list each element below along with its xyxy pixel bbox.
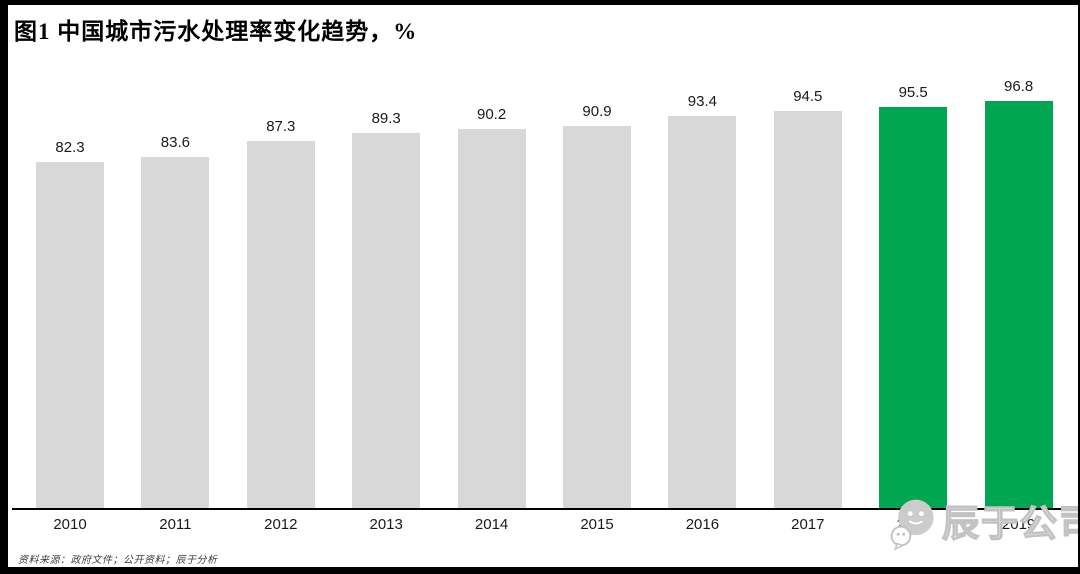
bar bbox=[141, 156, 210, 508]
bar-highlight bbox=[984, 101, 1053, 508]
bar-highlight bbox=[879, 106, 948, 508]
bar bbox=[457, 129, 526, 508]
bar-value-label: 93.4 bbox=[687, 92, 717, 110]
x-axis-label: 2019 bbox=[1001, 516, 1036, 533]
x-axis-label: 2017 bbox=[791, 516, 825, 533]
bar-value-label: 96.8 bbox=[1003, 78, 1034, 96]
bar-value-label: 87.3 bbox=[266, 118, 296, 136]
x-axis-label: 2012 bbox=[264, 516, 298, 533]
x-axis-label: 2016 bbox=[685, 516, 720, 533]
x-axis-label: 2010 bbox=[53, 516, 87, 533]
x-axis-line bbox=[12, 508, 1064, 510]
bar bbox=[668, 115, 737, 508]
chart-inner: 图1 中国城市污水处理率变化趋势，% 82.3 2010 83.6 2011 87.3 2… bbox=[8, 5, 1078, 567]
bar-value-label: 83.6 bbox=[160, 133, 190, 151]
bar-value-label: 82.3 bbox=[55, 139, 85, 157]
bar-value-label: 90.9 bbox=[582, 103, 612, 121]
plot-area: 82.3 2010 83.6 2011 87.3 2012 89.3 2013 90.2 2014… bbox=[8, 5, 1078, 567]
bar bbox=[773, 111, 842, 508]
bar-value-label: 95.5 bbox=[898, 83, 928, 101]
bar-value-label: 94.5 bbox=[793, 88, 823, 106]
x-axis-label: 2018 bbox=[896, 516, 930, 533]
x-axis-label: 2015 bbox=[580, 516, 614, 533]
x-axis-label: 2011 bbox=[159, 516, 192, 533]
bar bbox=[36, 162, 104, 508]
bar-value-label: 89.3 bbox=[371, 109, 401, 127]
bar bbox=[352, 132, 421, 508]
x-axis-label: 2014 bbox=[474, 516, 509, 533]
source-note: 资料来源：政府文件；公开资料；辰于分析 bbox=[18, 555, 218, 566]
bar bbox=[246, 141, 315, 508]
x-axis-label: 2013 bbox=[369, 516, 403, 533]
bar bbox=[563, 126, 631, 508]
chart-title: 图1 中国城市污水处理率变化趋势，% bbox=[14, 19, 418, 44]
bar-value-label: 90.2 bbox=[476, 106, 507, 124]
